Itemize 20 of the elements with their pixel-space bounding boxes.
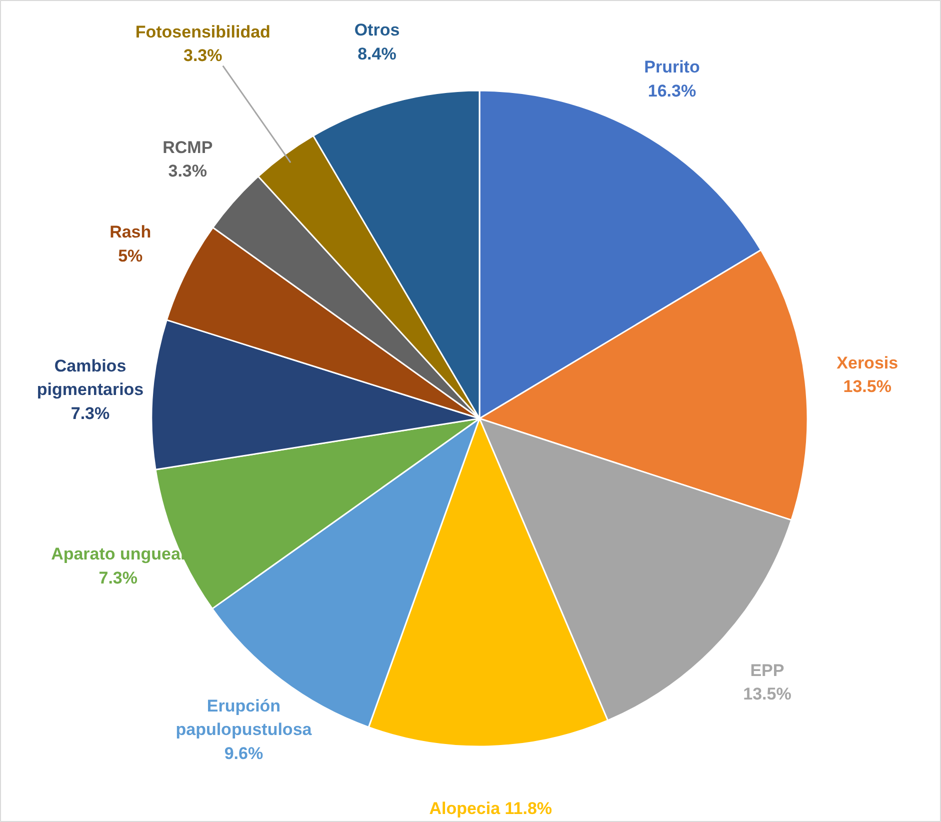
data-label: 13.5% xyxy=(743,684,792,704)
slice-label: Xerosis xyxy=(836,353,898,372)
data-label: 3.3% xyxy=(184,46,222,66)
slice-label: Erupción papulopustulosa xyxy=(176,696,312,740)
data-label: 8.4% xyxy=(358,44,396,64)
slice-label: Rash xyxy=(110,222,152,242)
slice-label: RCMP xyxy=(162,138,213,157)
data-label: 3.3% xyxy=(168,162,207,181)
data-label: 7.3% xyxy=(70,404,110,423)
slice-label: Otros xyxy=(354,20,400,40)
data-label: 7.3% xyxy=(98,568,138,588)
slice-label: EPP xyxy=(750,660,784,680)
data-label: 16.3% xyxy=(648,81,696,100)
slice-label: Cambios pigmentarios xyxy=(36,356,144,400)
slice-label: Fotosensibilidad xyxy=(135,22,270,42)
slice-label: Alopecia 11.8% xyxy=(429,799,552,818)
slice-label: Prurito xyxy=(644,58,700,77)
data-label: 13.5% xyxy=(843,377,892,396)
data-label: 9.6% xyxy=(224,744,264,763)
data-label: 5% xyxy=(118,246,143,266)
